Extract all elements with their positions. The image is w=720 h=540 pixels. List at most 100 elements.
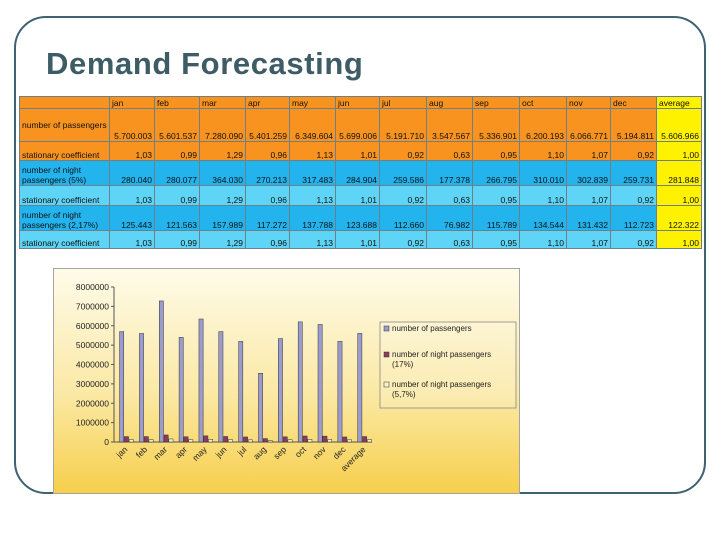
- table-cell: 1,10: [519, 185, 567, 206]
- row-label: number of night passengers (5%): [19, 160, 110, 186]
- average-cell: 122.322: [656, 205, 702, 231]
- table-row: stationary coefficient 1,03 0,99 1,29 0,96 1,…: [19, 230, 702, 249]
- bar-night-5-7: [367, 439, 372, 443]
- demand-table: jan feb mar apr may jun jul aug sep oct nov dec aver…: [19, 96, 702, 249]
- table-cell: 6.066.771: [566, 108, 611, 142]
- table-row: stationary coefficient 1,03 0,99 1,29 0,96 1,…: [19, 141, 702, 161]
- bar-passengers: [278, 338, 283, 443]
- header-month: dec: [610, 96, 657, 109]
- table-cell: 0,92: [379, 141, 427, 161]
- bar-passengers: [317, 324, 323, 443]
- table-row: number of night passengers (5%) 280.040 28…: [19, 160, 702, 186]
- table-cell: 1,07: [566, 230, 611, 249]
- bar-passengers: [337, 341, 343, 443]
- legend-label: number of night passengers (5,7%): [392, 380, 491, 399]
- header-month: jul: [379, 96, 427, 109]
- bar-passengers: [258, 373, 263, 443]
- bar-night-5-7: [327, 439, 333, 443]
- y-tick-label: 3000000: [76, 379, 109, 389]
- table-cell: 0,99: [154, 185, 200, 206]
- legend-box: [379, 321, 517, 409]
- table-cell: 302.839: [566, 160, 611, 186]
- table-cell: 270.213: [245, 160, 290, 186]
- bar-night-5-7: [267, 440, 273, 443]
- table-cell: 5.401.259: [245, 108, 290, 142]
- x-tick-label: oct: [293, 444, 309, 460]
- table-cell: 117.272: [245, 205, 290, 231]
- y-tick-label: 4000000: [76, 360, 109, 370]
- legend-swatch: [383, 325, 390, 332]
- x-tick-label: may: [190, 444, 209, 463]
- bar-night-17: [223, 436, 229, 443]
- table-cell: 115.789: [472, 205, 520, 231]
- table-cell: 0,92: [610, 141, 657, 161]
- table-cell: 310.010: [519, 160, 567, 186]
- row-label: stationary coefficient: [19, 185, 110, 206]
- table-cell: 1,29: [199, 230, 246, 249]
- table-cell: 0,63: [426, 185, 473, 206]
- table-cell: 157.989: [199, 205, 246, 231]
- y-tick-label: 2000000: [76, 398, 109, 408]
- average-cell: 281.848: [656, 160, 702, 186]
- bar-night-5-7: [128, 439, 134, 443]
- table-cell: 1,03: [109, 230, 155, 249]
- y-tick-label: 0: [104, 437, 109, 447]
- table-cell: 1,10: [519, 141, 567, 161]
- table-cell: 0,92: [379, 185, 427, 206]
- header-month: nov: [566, 96, 611, 109]
- header-month: jun: [335, 96, 380, 109]
- bar-night-17: [183, 436, 189, 443]
- table-cell: 0,95: [472, 230, 520, 249]
- header-month: jan: [109, 96, 155, 109]
- table-cell: 5.336.901: [472, 108, 520, 142]
- average-cell: 1,00: [656, 141, 702, 161]
- bar-passengers: [357, 333, 363, 443]
- table-cell: 280.077: [154, 160, 200, 186]
- table-cell: 1,01: [335, 230, 380, 249]
- bar-passengers: [198, 318, 204, 443]
- header-average: average: [656, 96, 702, 109]
- bar-night-5-7: [168, 438, 174, 443]
- header-month: mar: [199, 96, 246, 109]
- bar-passengers: [178, 337, 184, 443]
- table-cell: 1,13: [289, 185, 336, 206]
- x-tick-label: aug: [251, 444, 268, 461]
- bar-passengers: [297, 321, 303, 443]
- bar-night-17: [243, 436, 248, 443]
- bar-night-17: [203, 435, 209, 443]
- table-cell: 280.040: [109, 160, 155, 186]
- y-tick-label: 5000000: [76, 340, 109, 350]
- bar-night-5-7: [208, 439, 213, 443]
- table-cell: 1,03: [109, 141, 155, 161]
- bar-night-5-7: [307, 439, 313, 443]
- table-cell: 0,92: [379, 230, 427, 249]
- legend-label: number of night passengers (17%): [392, 350, 491, 369]
- table-cell: 131.432: [566, 205, 611, 231]
- table-cell: 1,29: [199, 141, 246, 161]
- bar-passengers: [139, 333, 144, 443]
- table-cell: 364.030: [199, 160, 246, 186]
- x-tick-label: nov: [311, 444, 328, 461]
- table-cell: 1,29: [199, 185, 246, 206]
- table-cell: 1,07: [566, 141, 611, 161]
- table-cell: 1,13: [289, 230, 336, 249]
- x-tick-label: feb: [134, 444, 150, 460]
- table-row: number of passengers 5.700.003 5.601.537 7.…: [19, 108, 702, 142]
- bar-night-17: [302, 435, 308, 443]
- passenger-chart: 0 1000000 2000000 3000000 4000000 5000000 6000…: [53, 268, 520, 494]
- x-tick-label: jun: [213, 444, 229, 460]
- table-cell: 0,92: [610, 230, 657, 249]
- y-tick-label: 1000000: [76, 418, 109, 428]
- bar-night-5-7: [247, 439, 253, 443]
- table-cell: 0,96: [245, 230, 290, 249]
- table-cell: 5.194.811: [610, 108, 657, 142]
- bar-night-5-7: [188, 439, 194, 443]
- page-title: Demand Forecasting: [46, 46, 364, 81]
- bar-night-17: [362, 436, 367, 443]
- table-cell: 0,99: [154, 230, 200, 249]
- table-cell: 0,95: [472, 185, 520, 206]
- table-cell: 1,01: [335, 185, 380, 206]
- bar-night-17: [143, 436, 149, 443]
- header-month: sep: [472, 96, 520, 109]
- table-cell: 6.349.604: [289, 108, 336, 142]
